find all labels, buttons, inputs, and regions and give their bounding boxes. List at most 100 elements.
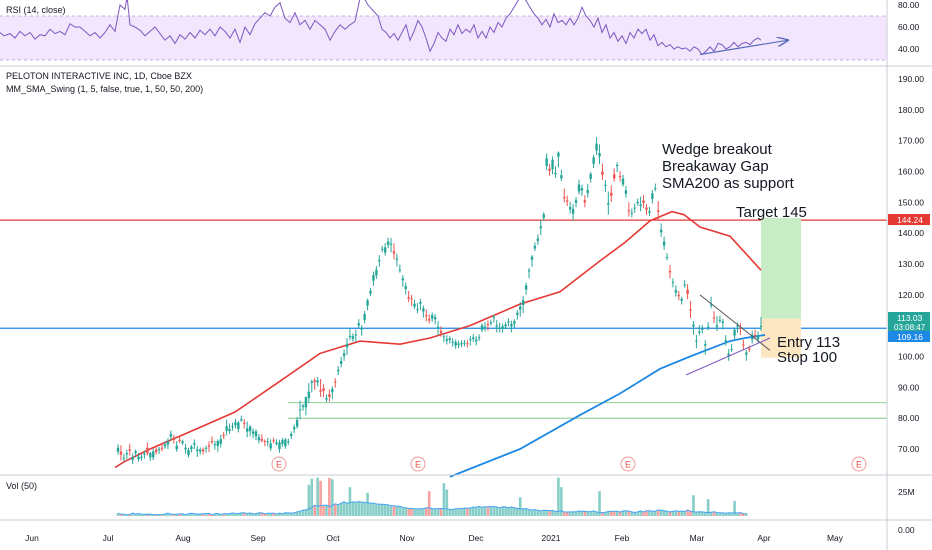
volume-bar xyxy=(483,506,487,516)
time-axis: Jun Jul Aug Sep Oct Nov Dec 2021 Feb Mar Apr May xyxy=(25,533,844,543)
volume-bar xyxy=(392,505,396,516)
volume-bar xyxy=(430,508,434,516)
volume-bar xyxy=(140,514,143,516)
candle-body xyxy=(339,361,343,364)
volume-bar xyxy=(471,507,475,516)
svg-text:03:08:47: 03:08:47 xyxy=(894,323,926,332)
candle-body xyxy=(272,440,275,442)
candle-body xyxy=(604,184,607,186)
volume-bar xyxy=(401,507,405,516)
volume-bar xyxy=(286,512,290,516)
volume-bar xyxy=(574,511,578,516)
candle-body xyxy=(331,388,334,393)
volume-bar xyxy=(639,510,642,516)
candle-body xyxy=(516,312,519,315)
wedge-upper-line xyxy=(699,294,771,351)
volume-bar xyxy=(545,510,548,516)
volume-bar xyxy=(143,514,146,516)
volume-bar xyxy=(198,513,202,516)
rsi-pane: 80.00 60.00 40.00 RSI (14, close) xyxy=(0,0,920,61)
candle-body xyxy=(524,285,528,290)
candle-body xyxy=(680,298,683,301)
candle-body xyxy=(375,269,378,276)
candle-body xyxy=(624,190,628,194)
volume-bar xyxy=(730,513,733,516)
volume-bar xyxy=(633,512,637,516)
candle-body xyxy=(598,153,601,157)
candle-body xyxy=(436,326,440,329)
candle-body xyxy=(651,193,654,199)
volume-bar xyxy=(703,512,707,516)
volume-bar xyxy=(375,503,378,516)
candle-body xyxy=(395,258,399,260)
volume-bar xyxy=(433,508,437,516)
volume-bar xyxy=(477,506,481,516)
candle-body xyxy=(445,339,449,341)
volume-bar xyxy=(601,512,604,516)
candle-body xyxy=(439,330,443,334)
candle-body xyxy=(615,165,619,167)
volume-bar xyxy=(656,509,660,516)
volume-bar xyxy=(445,489,449,516)
price-pane: 190.00 180.00 170.00 160.00 150.00 140.00 130.… xyxy=(0,71,924,478)
volume-bar xyxy=(213,513,217,516)
volume-bar xyxy=(363,502,366,516)
candle-body xyxy=(586,190,589,194)
last-price-badge xyxy=(888,312,930,332)
volume-bar xyxy=(671,511,675,516)
candle-body xyxy=(560,175,563,179)
candle-body xyxy=(210,440,214,443)
candle-body xyxy=(539,226,542,229)
volume-bar xyxy=(225,513,228,516)
volume-bar xyxy=(419,508,422,516)
svg-text:144.24: 144.24 xyxy=(897,215,923,225)
candle-body xyxy=(519,306,522,310)
candle-body xyxy=(351,336,355,339)
volume-bar xyxy=(700,511,704,516)
price-tick-label: 100.00 xyxy=(898,352,924,362)
x-tick-label: Dec xyxy=(468,533,484,543)
volume-bar xyxy=(131,512,134,516)
volume-bar xyxy=(742,513,745,516)
volume-bar xyxy=(328,478,331,516)
candle-body xyxy=(225,426,228,431)
candle-body xyxy=(454,342,457,346)
volume-bar xyxy=(739,512,742,516)
volume-bar xyxy=(160,514,164,516)
volume-bar xyxy=(427,491,431,516)
candle-body xyxy=(686,289,689,294)
volume-bar xyxy=(495,506,499,516)
sma50-line xyxy=(114,210,762,469)
volume-bar xyxy=(222,513,225,516)
candle-body xyxy=(472,337,475,339)
volume-bar xyxy=(595,511,598,516)
candle-body xyxy=(149,453,152,458)
volume-bar xyxy=(674,510,678,516)
price-tick-label: 80.00 xyxy=(898,413,920,423)
candle-body xyxy=(140,456,143,458)
candle-body xyxy=(278,442,281,449)
candle-body xyxy=(363,313,366,321)
candle-body xyxy=(243,422,246,424)
candle-body xyxy=(245,428,249,432)
candle-body xyxy=(169,433,173,437)
candle-body xyxy=(172,437,175,441)
candle-body xyxy=(337,369,340,372)
volume-bar xyxy=(351,501,355,516)
volume-bar xyxy=(486,506,490,516)
candle-body xyxy=(319,390,322,392)
volume-bar xyxy=(219,514,223,516)
candle-body xyxy=(745,352,748,355)
candle-body xyxy=(143,453,146,455)
candle-body xyxy=(328,394,331,397)
volume-bar xyxy=(466,508,469,516)
volume-bar xyxy=(498,508,501,516)
volume-bar xyxy=(615,511,619,516)
volume-bar xyxy=(454,508,457,516)
volume-bar xyxy=(424,507,428,516)
volume-bar xyxy=(389,505,393,516)
candle-body xyxy=(689,309,692,311)
volume-bar xyxy=(448,509,452,516)
volume-bar xyxy=(618,512,622,516)
candle-body xyxy=(475,339,478,342)
